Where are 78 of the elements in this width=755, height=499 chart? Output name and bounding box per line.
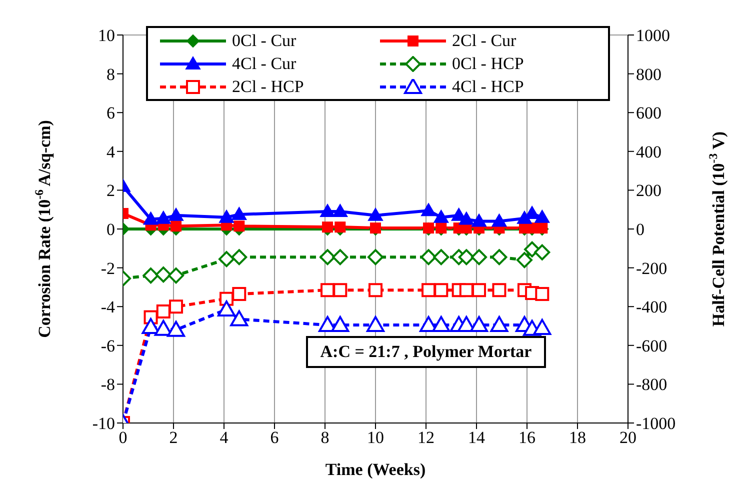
x-tick-label: 8	[320, 428, 330, 448]
x-tick-label: 6	[270, 428, 279, 448]
point	[231, 249, 248, 266]
legend-label: 0Cl - HCP	[452, 54, 524, 74]
y-tick-label: 0	[106, 220, 115, 240]
legend-label: 2Cl - HCP	[232, 76, 304, 96]
x-tick-label: 12	[418, 428, 434, 448]
point	[218, 300, 236, 317]
y-tick-label: -2	[100, 258, 115, 278]
point	[459, 283, 474, 298]
point	[434, 283, 448, 298]
y2-tick-label: 800	[636, 64, 662, 84]
y-tick-label: 2	[106, 181, 115, 200]
point	[320, 283, 335, 298]
y2-tick-label: -200	[636, 258, 668, 278]
point	[491, 249, 508, 266]
point	[492, 283, 506, 298]
point	[218, 251, 235, 268]
point	[232, 286, 246, 301]
point	[516, 252, 532, 268]
x-tick-label: 18	[569, 428, 586, 448]
point	[320, 249, 336, 266]
y-tick-label: -10	[92, 414, 115, 434]
x-tick-label: 16	[518, 428, 536, 448]
point	[366, 316, 384, 332]
point	[156, 304, 170, 318]
legend-label: 2Cl - Cur	[452, 30, 516, 50]
y2-tick-label: -400	[636, 298, 668, 317]
point	[142, 268, 159, 284]
x-tick-label: 14	[468, 428, 486, 448]
y2-tick-label: 0	[636, 220, 644, 240]
y2-tick-label: 400	[636, 142, 662, 162]
y2-tick-label: 600	[636, 104, 662, 123]
point	[535, 286, 550, 301]
legend-label: 4Cl - Cur	[232, 54, 296, 74]
point	[230, 310, 248, 326]
point	[420, 249, 437, 266]
y2-tick-label: -600	[636, 336, 668, 356]
point	[534, 244, 550, 260]
point	[168, 268, 184, 284]
point	[142, 318, 160, 334]
point	[490, 316, 508, 332]
y-tick-label: 4	[106, 142, 116, 162]
y2-tick-label: 1000	[636, 26, 670, 46]
x-tick-label: 0	[118, 428, 128, 448]
point	[368, 283, 382, 298]
point	[167, 320, 186, 337]
x-tick-label: 2	[169, 428, 178, 448]
y-tick-label: 10	[98, 26, 115, 46]
annotation: A:C = 21:7 , Polymer Mortar	[306, 336, 546, 368]
point	[169, 300, 184, 314]
point	[332, 249, 348, 266]
point	[471, 249, 488, 266]
y-tick-label: 6	[106, 104, 115, 123]
point	[433, 249, 450, 266]
point	[368, 249, 384, 266]
y-tick-label: -8	[100, 375, 115, 394]
legend-label: 4Cl - HCP	[452, 76, 524, 96]
point	[422, 283, 436, 298]
point	[333, 283, 348, 298]
x-tick-label: 10	[367, 428, 384, 448]
point	[432, 316, 450, 332]
y2-tick-label: -800	[636, 375, 668, 394]
point	[470, 316, 488, 332]
y-tick-label: -6	[100, 336, 115, 356]
x-axis-title: Time (Weeks)	[325, 460, 426, 479]
y2-tick-label: -1000	[636, 414, 676, 434]
x-tick-label: 4	[220, 428, 229, 448]
point	[533, 318, 552, 335]
y2-tick-label: 200	[636, 181, 662, 200]
point	[331, 316, 350, 332]
point	[155, 266, 172, 283]
point	[472, 283, 486, 298]
legend-label: 0Cl - Cur	[232, 30, 296, 50]
y-tick-label: -4	[100, 298, 116, 317]
point	[458, 249, 474, 266]
y-tick-label: 8	[106, 64, 115, 84]
x-tick-label: 20	[620, 428, 636, 448]
